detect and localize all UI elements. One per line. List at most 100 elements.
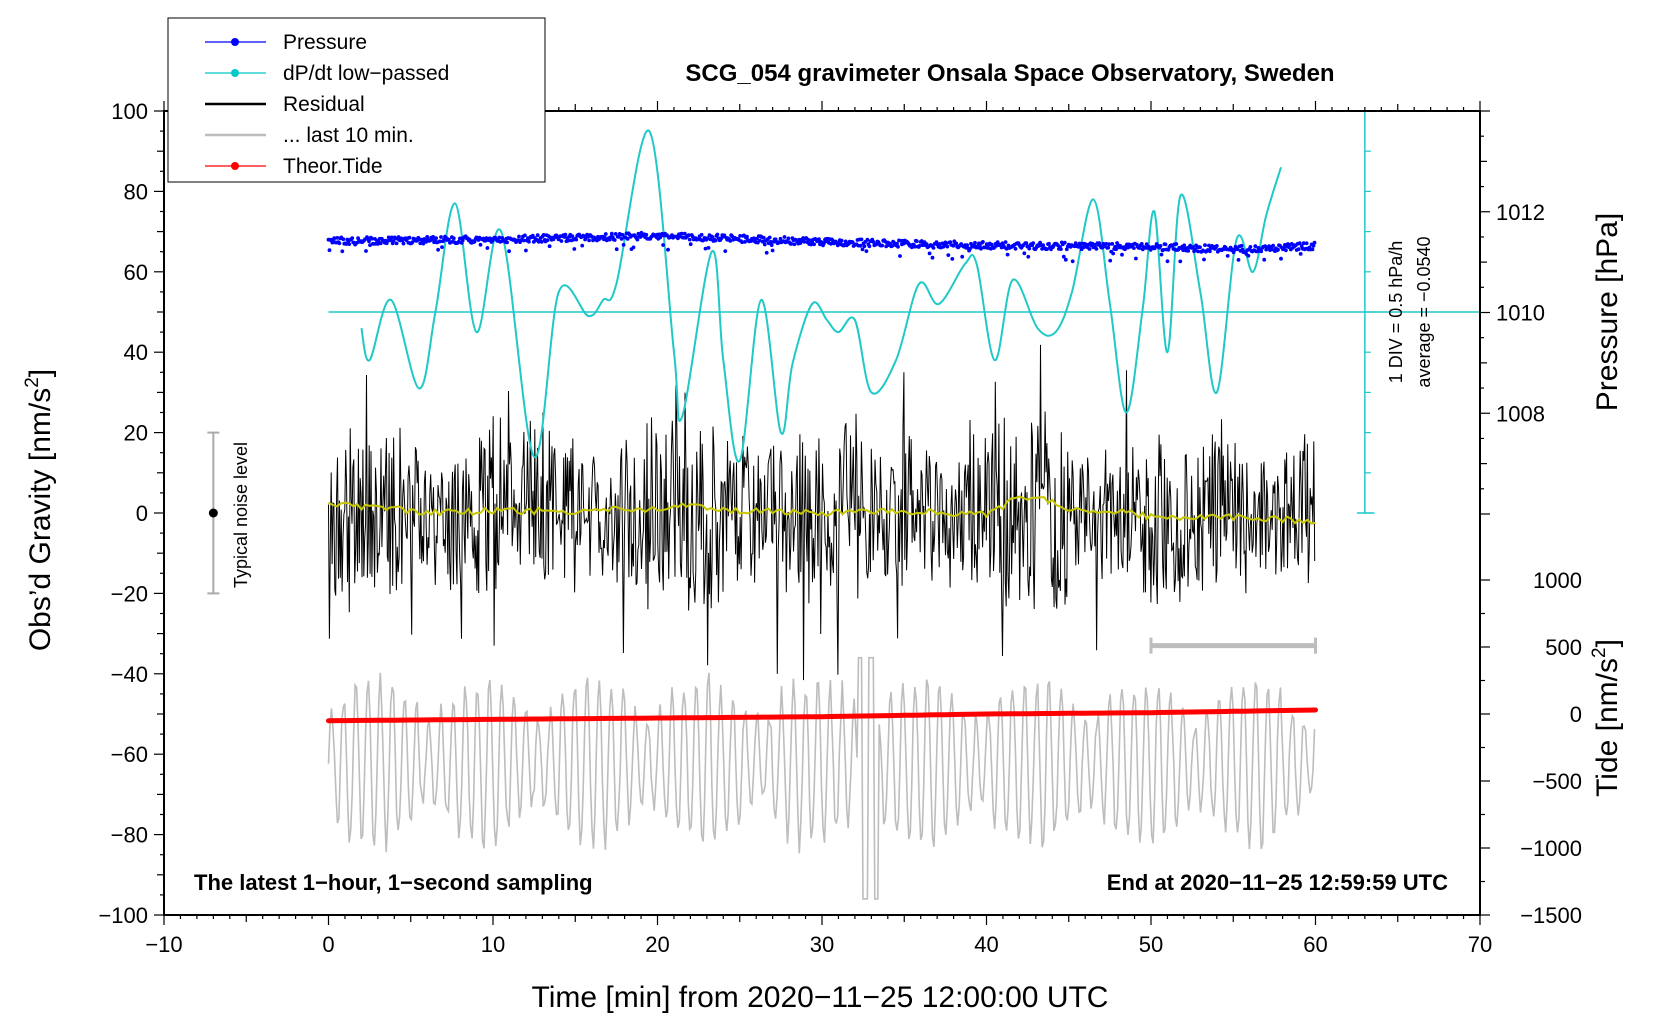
pressure-point bbox=[524, 248, 528, 253]
pressure-point bbox=[778, 236, 783, 241]
pressure-point bbox=[1201, 248, 1205, 253]
pressure-point bbox=[389, 235, 394, 240]
pressure-point bbox=[946, 253, 951, 257]
pressure-point bbox=[1134, 256, 1138, 261]
x-tick-label: 60 bbox=[1303, 932, 1327, 957]
pressure-point bbox=[1161, 247, 1166, 252]
pressure-point bbox=[1296, 247, 1301, 252]
pressure-point bbox=[517, 234, 521, 239]
pressure-point bbox=[665, 233, 669, 238]
pressure-point bbox=[860, 247, 865, 252]
pressure-point bbox=[344, 242, 349, 246]
last-10-min-line bbox=[327, 656, 1316, 900]
pressure-point bbox=[914, 239, 919, 244]
pressure-point bbox=[1047, 241, 1051, 246]
pressure-point bbox=[715, 232, 720, 237]
pressure-point bbox=[930, 255, 935, 260]
tide-series bbox=[326, 707, 1318, 724]
pressure-point bbox=[1284, 248, 1288, 253]
pressure-point bbox=[580, 243, 585, 248]
pressure-point bbox=[723, 249, 728, 254]
x-axis-label: Time [min] from 2020−11−25 12:00:00 UTC bbox=[532, 981, 1109, 1014]
pressure-point bbox=[1070, 259, 1075, 264]
pressure-point bbox=[738, 234, 742, 238]
pressure-point bbox=[614, 247, 619, 252]
noise-bar-dot bbox=[208, 508, 218, 518]
pressure-point bbox=[603, 232, 608, 236]
pressure-point bbox=[1235, 247, 1240, 252]
legend-label: dP/dt low−passed bbox=[283, 62, 449, 85]
pressure-point bbox=[898, 254, 902, 258]
y-axis-ticks: −100 −80 −60 −40 −20 0 20 40 60 80 100 bbox=[98, 99, 164, 928]
pressure-point bbox=[440, 245, 444, 250]
pressure-point bbox=[1236, 258, 1241, 262]
tide-axis-label: Tide [nm/s2] bbox=[1589, 639, 1624, 797]
residual-line bbox=[328, 344, 1316, 681]
x-tick-label: 50 bbox=[1139, 932, 1163, 957]
tide-tick-label: −1000 bbox=[1520, 836, 1582, 861]
pressure-point bbox=[1310, 247, 1315, 252]
pressure-point bbox=[1165, 259, 1170, 264]
tide-line bbox=[326, 707, 1318, 724]
pressure-point bbox=[1005, 252, 1010, 257]
pressure-point bbox=[710, 235, 715, 239]
tide-tick-label: 500 bbox=[1545, 635, 1582, 660]
pressure-point bbox=[950, 257, 955, 261]
y-tick-label: 20 bbox=[124, 421, 148, 446]
dpdt-div-label: 1 DIV = 0.5 hPa/h bbox=[1386, 241, 1406, 384]
pressure-point bbox=[703, 246, 708, 251]
pressure-point bbox=[1301, 241, 1306, 246]
pressure-point bbox=[1120, 252, 1124, 257]
pressure-point bbox=[570, 234, 575, 239]
pressure-point bbox=[767, 235, 772, 240]
pressure-point bbox=[1253, 244, 1258, 249]
pressure-point bbox=[740, 240, 744, 245]
tide-axis-label-main: Tide [nm/s bbox=[1591, 658, 1624, 797]
pressure-point bbox=[1094, 247, 1099, 251]
pressure-point bbox=[1027, 246, 1032, 251]
pressure-point bbox=[706, 246, 711, 250]
pressure-point bbox=[421, 241, 426, 246]
pressure-point bbox=[960, 254, 965, 259]
pressure-point bbox=[1013, 246, 1018, 251]
pressure-point bbox=[456, 239, 461, 244]
pressure-point bbox=[973, 240, 977, 245]
pressure-point bbox=[1259, 249, 1264, 254]
y-tick-label: 80 bbox=[124, 179, 148, 204]
pressure-point bbox=[1024, 241, 1029, 246]
pressure-point bbox=[743, 240, 747, 244]
tide-axis-label-sup: 2 bbox=[1589, 647, 1610, 658]
pressure-point bbox=[619, 237, 624, 241]
legend-label: Residual bbox=[283, 93, 365, 116]
pressure-point bbox=[867, 244, 872, 249]
pressure-point bbox=[954, 241, 959, 246]
dpdt-line bbox=[360, 129, 1282, 463]
pressure-point bbox=[1114, 247, 1118, 252]
pressure-point bbox=[1139, 242, 1144, 246]
pressure-point bbox=[1311, 243, 1316, 248]
pressure-axis-label: Pressure [hPa] bbox=[1591, 213, 1624, 411]
pressure-point bbox=[347, 242, 352, 247]
pressure-point bbox=[368, 243, 372, 248]
pressure-point bbox=[679, 231, 684, 236]
pressure-point bbox=[985, 246, 990, 250]
pressure-point bbox=[559, 239, 564, 243]
tide-tick-label: −1500 bbox=[1520, 903, 1582, 928]
pressure-point bbox=[862, 244, 867, 249]
pressure-point bbox=[350, 236, 355, 241]
pressure-point bbox=[330, 240, 335, 245]
pressure-point bbox=[757, 238, 762, 243]
pressure-point bbox=[396, 235, 401, 239]
legend-label: ... last 10 min. bbox=[283, 124, 414, 147]
pressure-point bbox=[1198, 245, 1202, 250]
pressure-point bbox=[401, 241, 406, 246]
pressure-point bbox=[1041, 243, 1045, 248]
pressure-point bbox=[890, 244, 894, 248]
pressure-point bbox=[705, 236, 710, 241]
pressure-point bbox=[505, 240, 509, 245]
pressure-point bbox=[541, 233, 546, 237]
pressure-point bbox=[1108, 258, 1113, 263]
residual-smoothed-series bbox=[328, 495, 1316, 525]
pressure-point bbox=[880, 243, 885, 248]
pressure-point bbox=[1279, 256, 1283, 261]
